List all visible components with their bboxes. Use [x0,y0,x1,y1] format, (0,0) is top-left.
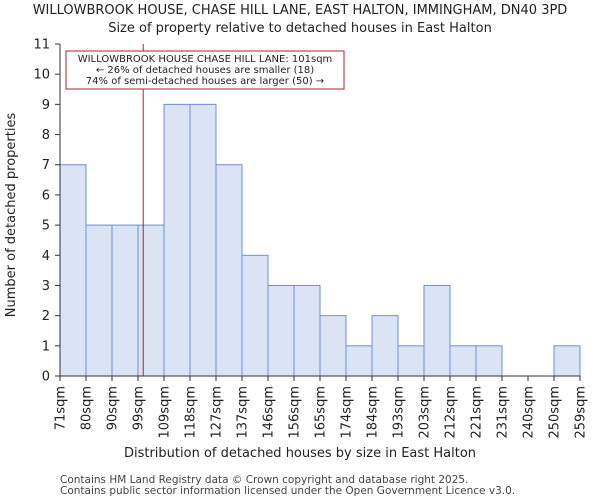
x-tick-label: 146sqm [262,386,277,439]
annotation-line-3: 74% of semi-detached houses are larger (… [86,76,324,87]
x-tick-label: 165sqm [314,386,329,439]
y-tick-label: 0 [42,370,50,385]
y-tick-label: 11 [33,38,50,53]
annotation-line-1: WILLOWBROOK HOUSE CHASE HILL LANE: 101sq… [78,54,333,65]
footer-line-2: Contains public sector information licen… [60,485,515,497]
y-tick-label: 8 [42,128,50,143]
y-tick-label: 7 [42,158,50,173]
annotation-border [65,50,345,90]
x-tick-label: 156sqm [288,386,303,439]
x-tick-label: 90sqm [106,386,121,430]
x-tick-label: 240sqm [522,386,537,439]
bar-212sqm [449,345,477,377]
bar-156sqm [293,284,321,377]
x-tick-label: 127sqm [210,386,225,439]
footer-line-1: Contains HM Land Registry data © Crown c… [60,474,468,486]
y-tick-label: 10 [33,68,50,83]
bar-127sqm [215,164,243,377]
x-tick-label: 99sqm [132,386,147,430]
y-tick-label: 9 [42,98,50,113]
bar-118sqm [189,103,217,377]
annotation-line-2: ← 26% of detached houses are smaller (18… [96,65,314,76]
x-tick-label: 193sqm [392,386,407,439]
x-tick-label: 259sqm [574,386,589,439]
bar-193sqm [397,345,425,377]
y-tick-label: 3 [42,279,50,294]
x-tick-label: 184sqm [366,386,381,439]
x-tick-label: 118sqm [184,386,199,439]
x-tick-label: 203sqm [418,386,433,439]
bar-71sqm [59,164,87,377]
x-tick-label: 80sqm [80,386,95,430]
bar-221sqm [475,345,503,377]
x-tick-label: 109sqm [158,386,173,439]
bar-90sqm [111,224,139,377]
bar-80sqm [85,224,113,377]
x-tick-label: 174sqm [340,386,355,439]
bar-165sqm [319,315,347,377]
bar-184sqm [371,315,399,377]
y-axis: 0 1 2 3 4 5 6 7 8 9 10 11 [33,38,61,385]
y-tick-label: 2 [42,309,50,324]
x-tick-label: 221sqm [470,386,485,439]
x-tick-label: 71sqm [54,386,69,430]
bar-250sqm [553,345,581,377]
x-tick-label: 212sqm [444,386,459,439]
bar-174sqm [345,345,373,377]
annotation-box: WILLOWBROOK HOUSE CHASE HILL LANE: 101sq… [65,50,345,90]
x-tick-label: 250sqm [548,386,563,439]
chart-subtitle: Size of property relative to detached ho… [108,21,492,36]
bar-99sqm [137,224,165,377]
chart-title: WILLOWBROOK HOUSE, CHASE HILL LANE, EAST… [33,3,568,18]
x-axis: 71sqm 80sqm 90sqm 99sqm 109sqm 118sqm 127sqm 13… [54,375,589,439]
x-axis-label: Distribution of detached houses by size … [124,446,476,461]
x-tick-label: 231sqm [496,386,511,439]
bar-137sqm [241,254,269,377]
y-tick-label: 1 [42,339,50,354]
bar-109sqm [163,103,191,377]
x-tick-label: 137sqm [236,386,251,439]
bar-203sqm [423,284,451,377]
y-axis-label: Number of detached properties [4,113,19,318]
bar-146sqm [267,284,295,377]
bars-group [59,103,581,377]
y-tick-label: 4 [42,249,50,264]
y-tick-label: 5 [42,219,50,234]
y-tick-label: 6 [42,188,50,203]
